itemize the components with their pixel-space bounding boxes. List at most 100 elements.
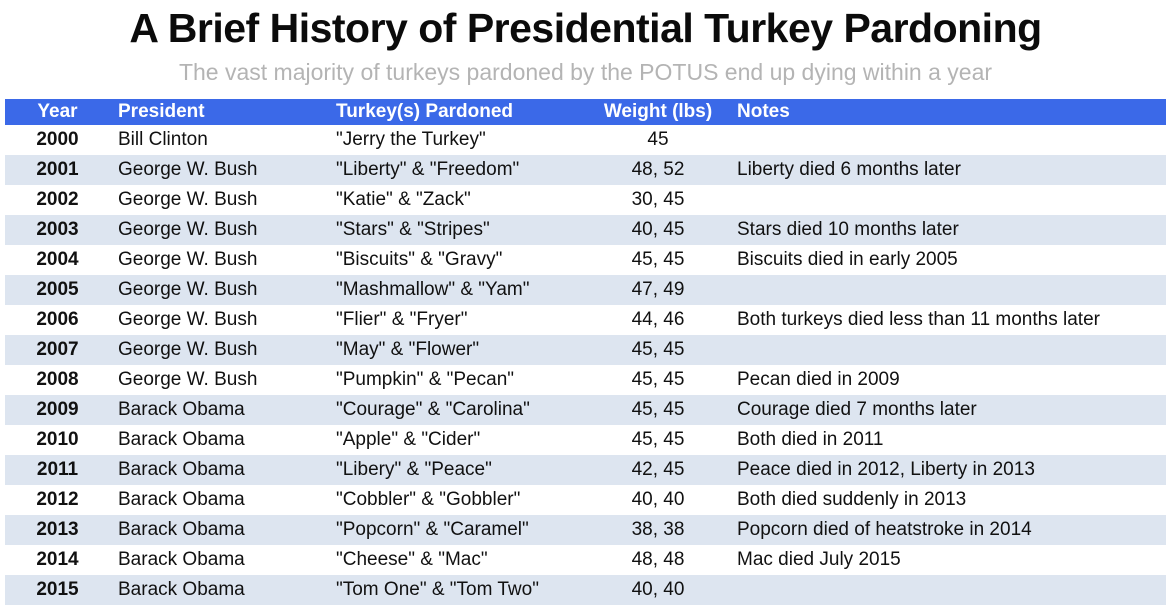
president-cell: Barack Obama — [118, 489, 245, 510]
table-row: 2003 George W. Bush "Stars" & "Stripes" … — [5, 215, 1166, 245]
column-header: Turkey(s) Pardoned — [328, 99, 593, 125]
president-cell: Bill Clinton — [118, 129, 208, 150]
weight-cell: 45 — [647, 129, 669, 150]
table-row: 2015 Barack Obama "Tom One" & "Tom Two" … — [5, 575, 1166, 605]
turkeys-cell: "Biscuits" & "Gravy" — [336, 249, 503, 270]
year-cell: 2010 — [36, 429, 79, 450]
notes-cell: Stars died 10 months later — [737, 219, 959, 240]
year-cell: 2014 — [36, 549, 79, 570]
notes-cell — [723, 125, 1166, 155]
turkeys-cell: "Libery" & "Peace" — [336, 459, 492, 480]
year-cell: 2006 — [36, 309, 79, 330]
notes-cell: Both turkeys died less than 11 months la… — [737, 309, 1100, 330]
column-header: President — [110, 99, 328, 125]
weight-cell: 44, 46 — [631, 309, 685, 330]
turkeys-cell: "Liberty" & "Freedom" — [336, 159, 520, 180]
president-cell: George W. Bush — [118, 249, 258, 270]
table-row: 2009 Barack Obama "Courage" & "Carolina"… — [5, 395, 1166, 425]
notes-cell — [723, 185, 1166, 215]
table-header-row: Year President Turkey(s) Pardoned Weight (l… — [5, 99, 1166, 125]
column-header: Notes — [723, 99, 1166, 125]
year-cell: 2011 — [36, 459, 79, 480]
notes-cell: Liberty died 6 months later — [737, 159, 961, 180]
table-row: 2007 George W. Bush "May" & "Flower" 45,… — [5, 335, 1166, 365]
weight-cell: 42, 45 — [631, 459, 685, 480]
turkeys-cell: "Stars" & "Stripes" — [336, 219, 490, 240]
president-cell: Barack Obama — [118, 549, 245, 570]
turkeys-cell: "Flier" & "Fryer" — [336, 309, 468, 330]
weight-cell: 48, 52 — [631, 159, 685, 180]
president-cell: Barack Obama — [118, 429, 245, 450]
page-title: A Brief History of Presidential Turkey P… — [129, 5, 1042, 51]
president-cell: George W. Bush — [118, 279, 258, 300]
table-row: 2005 George W. Bush "Mashmallow" & "Yam"… — [5, 275, 1166, 305]
year-cell: 2012 — [36, 489, 79, 510]
turkeys-cell: "Apple" & "Cider" — [336, 429, 481, 450]
notes-cell — [723, 275, 1166, 305]
notes-cell — [723, 335, 1166, 365]
president-cell: Barack Obama — [118, 399, 245, 420]
weight-cell: 45, 45 — [631, 339, 685, 360]
table-row: 2002 George W. Bush "Katie" & "Zack" 30,… — [5, 185, 1166, 215]
year-cell: 2000 — [36, 129, 79, 150]
page-subtitle: The vast majority of turkeys pardoned by… — [178, 59, 993, 85]
turkeys-cell: "Courage" & "Carolina" — [336, 399, 530, 420]
president-cell: Barack Obama — [118, 519, 245, 540]
year-cell: 2001 — [36, 159, 79, 180]
table-row: 2011 Barack Obama "Libery" & "Peace" 42,… — [5, 455, 1166, 485]
weight-cell: 40, 40 — [631, 579, 685, 600]
table-row: 2014 Barack Obama "Cheese" & "Mac" 48, 4… — [5, 545, 1166, 575]
president-cell: Barack Obama — [118, 459, 245, 480]
notes-cell: Both died suddenly in 2013 — [737, 489, 967, 510]
turkeys-cell: "Tom One" & "Tom Two" — [336, 579, 539, 600]
column-header: Weight (lbs) — [593, 99, 723, 125]
president-cell: George W. Bush — [118, 339, 258, 360]
table-row: 2013 Barack Obama "Popcorn" & "Caramel" … — [5, 515, 1166, 545]
year-cell: 2013 — [36, 519, 79, 540]
weight-cell: 30, 45 — [631, 189, 685, 210]
table-row: 2006 George W. Bush "Flier" & "Fryer" 44… — [5, 305, 1166, 335]
weight-cell: 40, 40 — [631, 489, 685, 510]
notes-cell: Biscuits died in early 2005 — [737, 249, 958, 270]
notes-cell: Peace died in 2012, Liberty in 2013 — [737, 459, 1035, 480]
year-cell: 2004 — [36, 249, 79, 270]
turkeys-cell: "Cheese" & "Mac" — [336, 549, 488, 570]
turkey-pardon-table: Year President Turkey(s) Pardoned Weight (l… — [5, 99, 1166, 605]
notes-cell: Popcorn died of heatstroke in 2014 — [737, 519, 1032, 540]
weight-cell: 45, 45 — [631, 249, 685, 270]
weight-cell: 45, 45 — [631, 369, 685, 390]
year-cell: 2003 — [36, 219, 79, 240]
turkeys-cell: "Mashmallow" & "Yam" — [336, 279, 530, 300]
turkeys-cell: "Jerry the Turkey" — [336, 129, 486, 150]
president-cell: George W. Bush — [118, 369, 258, 390]
turkeys-cell: "May" & "Flower" — [336, 339, 480, 360]
table-row: 2004 George W. Bush "Biscuits" & "Gravy"… — [5, 245, 1166, 275]
president-cell: Barack Obama — [118, 579, 245, 600]
table-row: 2012 Barack Obama "Cobbler" & "Gobbler" … — [5, 485, 1166, 515]
notes-cell: Both died in 2011 — [737, 429, 884, 450]
president-cell: George W. Bush — [118, 309, 258, 330]
year-cell: 2009 — [36, 399, 79, 420]
weight-cell: 38, 38 — [631, 519, 685, 540]
turkeys-cell: "Pumpkin" & "Pecan" — [336, 369, 515, 390]
weight-cell: 45, 45 — [631, 429, 685, 450]
table-row: 2010 Barack Obama "Apple" & "Cider" 45, … — [5, 425, 1166, 455]
turkeys-cell: "Popcorn" & "Caramel" — [336, 519, 529, 540]
table-row: 2008 George W. Bush "Pumpkin" & "Pecan" … — [5, 365, 1166, 395]
notes-cell: Courage died 7 months later — [737, 399, 977, 420]
notes-cell — [723, 575, 1166, 605]
notes-cell: Mac died July 2015 — [737, 549, 901, 570]
year-cell: 2002 — [36, 189, 79, 210]
year-cell: 2008 — [36, 369, 79, 390]
table-row: 2000 Bill Clinton "Jerry the Turkey" 45 — [5, 125, 1166, 155]
president-cell: George W. Bush — [118, 219, 258, 240]
turkeys-cell: "Katie" & "Zack" — [336, 189, 471, 210]
weight-cell: 47, 49 — [631, 279, 685, 300]
table-row: 2001 George W. Bush "Liberty" & "Freedom… — [5, 155, 1166, 185]
year-cell: 2005 — [36, 279, 79, 300]
year-cell: 2007 — [36, 339, 79, 360]
notes-cell: Pecan died in 2009 — [737, 369, 900, 390]
column-header: Year — [5, 99, 110, 125]
table-body: 2000 Bill Clinton "Jerry the Turkey" 45 … — [5, 125, 1166, 605]
